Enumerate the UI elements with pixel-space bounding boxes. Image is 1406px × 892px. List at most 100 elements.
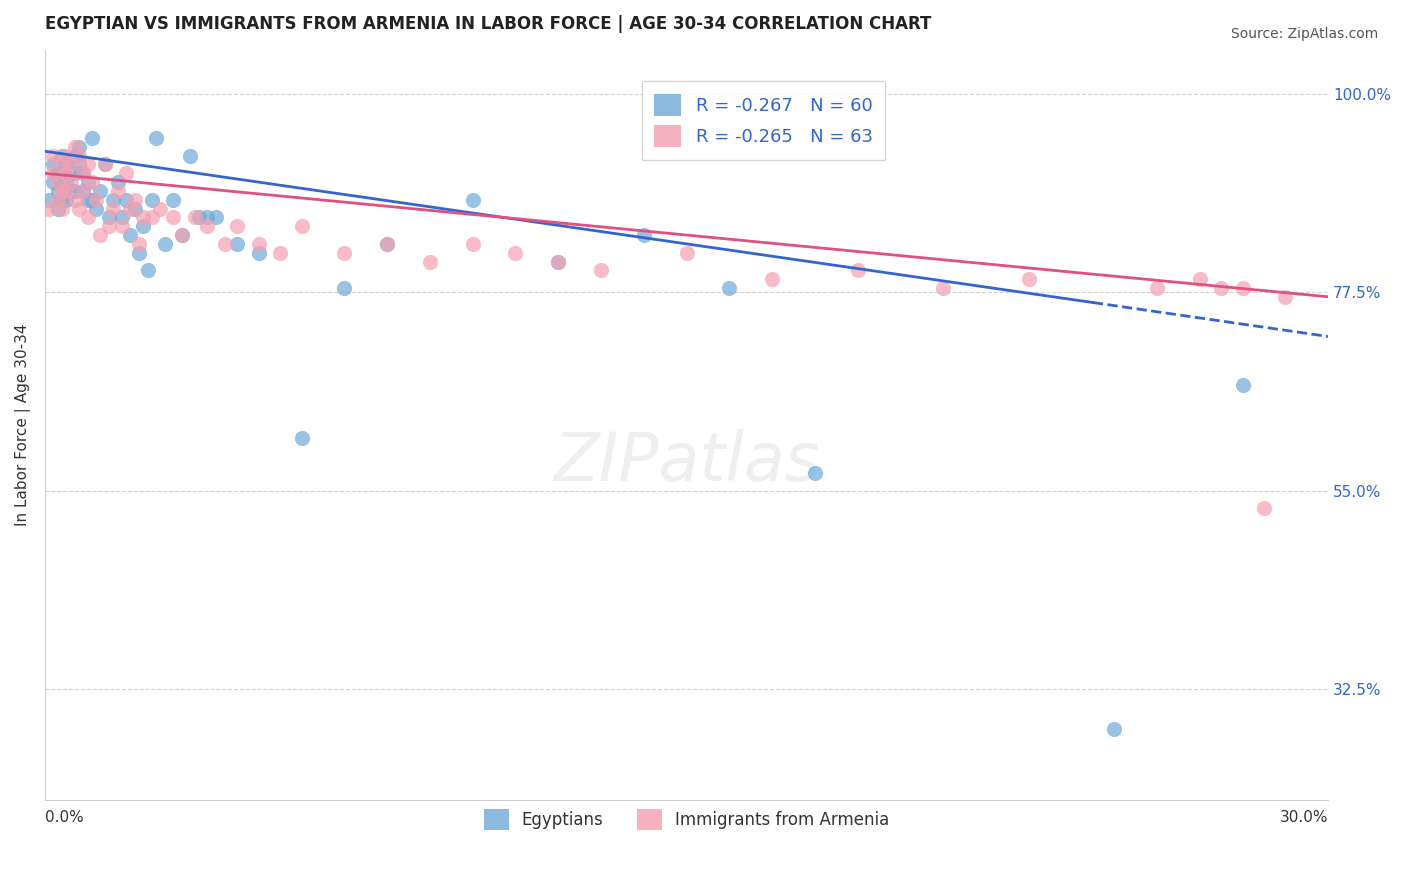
Point bbox=[89, 228, 111, 243]
Point bbox=[1232, 281, 1254, 295]
Point bbox=[290, 431, 312, 445]
Point bbox=[205, 211, 228, 225]
Point bbox=[72, 166, 94, 180]
Point bbox=[718, 281, 741, 295]
Point bbox=[76, 211, 98, 225]
Point bbox=[145, 131, 167, 145]
Point bbox=[115, 193, 138, 207]
Point bbox=[226, 219, 249, 234]
Point bbox=[183, 211, 205, 225]
Point bbox=[111, 219, 134, 234]
Text: ZIPatlas: ZIPatlas bbox=[554, 429, 820, 495]
Point bbox=[107, 184, 129, 198]
Point bbox=[59, 184, 82, 198]
Point bbox=[187, 211, 209, 225]
Point bbox=[197, 211, 219, 225]
Point bbox=[1146, 281, 1168, 295]
Point bbox=[55, 157, 77, 171]
Point bbox=[76, 175, 98, 189]
Point bbox=[197, 219, 219, 234]
Point bbox=[170, 228, 193, 243]
Point bbox=[59, 175, 82, 189]
Point bbox=[136, 263, 159, 277]
Point bbox=[76, 193, 98, 207]
Point bbox=[42, 166, 65, 180]
Point bbox=[1274, 290, 1296, 304]
Point bbox=[162, 211, 184, 225]
Point bbox=[547, 254, 569, 268]
Point bbox=[51, 193, 73, 207]
Point bbox=[42, 157, 65, 171]
Point bbox=[51, 175, 73, 189]
Point bbox=[141, 211, 163, 225]
Point bbox=[128, 245, 150, 260]
Point bbox=[46, 166, 69, 180]
Point bbox=[55, 175, 77, 189]
Point bbox=[107, 175, 129, 189]
Point bbox=[63, 140, 86, 154]
Point bbox=[290, 219, 312, 234]
Point bbox=[63, 193, 86, 207]
Point bbox=[846, 263, 869, 277]
Point bbox=[80, 175, 103, 189]
Point bbox=[179, 149, 201, 163]
Point bbox=[247, 236, 270, 251]
Point bbox=[633, 228, 655, 243]
Point bbox=[42, 175, 65, 189]
Text: Source: ZipAtlas.com: Source: ZipAtlas.com bbox=[1230, 27, 1378, 41]
Point bbox=[589, 263, 612, 277]
Point bbox=[67, 157, 90, 171]
Point bbox=[46, 175, 69, 189]
Point bbox=[94, 157, 117, 171]
Point bbox=[55, 193, 77, 207]
Point bbox=[111, 211, 134, 225]
Point bbox=[42, 149, 65, 163]
Point bbox=[103, 193, 125, 207]
Point bbox=[1188, 272, 1211, 286]
Point bbox=[38, 193, 60, 207]
Point bbox=[115, 166, 138, 180]
Point bbox=[505, 245, 527, 260]
Point bbox=[124, 202, 146, 216]
Point bbox=[141, 193, 163, 207]
Point bbox=[72, 184, 94, 198]
Point bbox=[149, 202, 172, 216]
Point bbox=[1253, 501, 1275, 516]
Point bbox=[63, 184, 86, 198]
Point bbox=[153, 236, 176, 251]
Point bbox=[419, 254, 441, 268]
Point bbox=[76, 157, 98, 171]
Y-axis label: In Labor Force | Age 30-34: In Labor Force | Age 30-34 bbox=[15, 324, 31, 526]
Point bbox=[98, 219, 121, 234]
Point bbox=[59, 157, 82, 171]
Point bbox=[59, 166, 82, 180]
Point bbox=[132, 219, 155, 234]
Point bbox=[547, 254, 569, 268]
Point bbox=[94, 157, 117, 171]
Point bbox=[67, 149, 90, 163]
Point bbox=[1232, 378, 1254, 392]
Point bbox=[38, 202, 60, 216]
Point bbox=[67, 202, 90, 216]
Point bbox=[80, 193, 103, 207]
Point bbox=[128, 236, 150, 251]
Text: 30.0%: 30.0% bbox=[1279, 810, 1329, 825]
Point bbox=[51, 149, 73, 163]
Point bbox=[170, 228, 193, 243]
Point bbox=[214, 236, 236, 251]
Point bbox=[98, 211, 121, 225]
Point bbox=[132, 211, 155, 225]
Point bbox=[1211, 281, 1233, 295]
Point bbox=[80, 131, 103, 145]
Point bbox=[63, 149, 86, 163]
Point bbox=[120, 228, 142, 243]
Point bbox=[675, 245, 697, 260]
Point bbox=[1104, 722, 1126, 736]
Text: 0.0%: 0.0% bbox=[45, 810, 83, 825]
Point bbox=[162, 193, 184, 207]
Point bbox=[269, 245, 291, 260]
Point bbox=[375, 236, 398, 251]
Point bbox=[761, 272, 783, 286]
Point bbox=[46, 184, 69, 198]
Text: EGYPTIAN VS IMMIGRANTS FROM ARMENIA IN LABOR FORCE | AGE 30-34 CORRELATION CHART: EGYPTIAN VS IMMIGRANTS FROM ARMENIA IN L… bbox=[45, 15, 931, 33]
